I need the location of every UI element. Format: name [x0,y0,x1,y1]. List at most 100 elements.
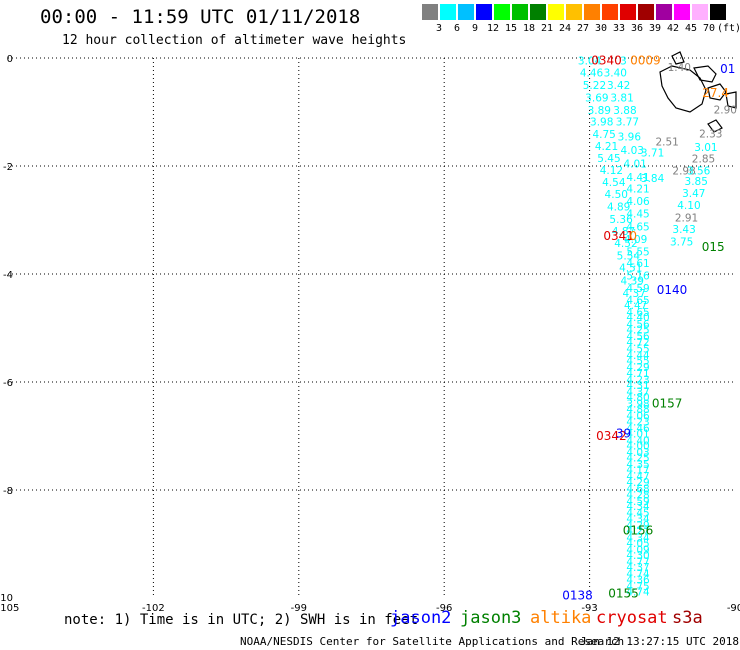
wave-height-value: 3.81 [610,92,633,104]
scale-label: 70 [702,23,716,34]
scale-swatch [422,4,438,20]
wave-height-value: 4.46 [580,68,604,80]
wave-height-value: 4.45 [626,209,649,221]
scale-swatch [566,4,582,20]
wave-height-value: 4.23 [626,374,649,386]
wave-height-value: 2.51 [655,137,678,149]
scale-swatch [458,4,474,20]
wave-height-value: 4.01 [626,428,649,440]
satellite-legend-cryosat: cryosat [596,608,668,628]
lat-tick-label: -4 [3,270,13,281]
lon-tick-label: -93 [581,603,597,614]
pass-time-label: 0009 [630,54,661,68]
scale-label: 30 [594,23,608,34]
satellite-legend-jason2: jason2 [390,608,452,628]
pass-time-label: 0340 [591,54,622,68]
wave-height-value: 4.21 [595,141,618,153]
scale-label: 24 [558,23,572,34]
wave-height-value: 3.01 [694,142,717,154]
pass-time-label: 01 [720,62,735,76]
scale-swatch [476,4,492,20]
wave-height-value: 4.65 [626,295,649,307]
wave-height-value: 4.39 [621,275,644,287]
wave-height-value: 4.72 [626,337,649,349]
wave-height-value: 4.37 [622,288,645,300]
wave-height-value: 3.77 [616,117,639,129]
scale-label: 12 [486,23,500,34]
wave-height-value: 5.55 [626,246,649,258]
scale-swatch [548,4,564,20]
wave-height-value: 4.09 [626,544,649,556]
wave-height-value: 3.56 [687,165,711,177]
wave-height-value: 3.96 [618,131,642,143]
wave-height-value: 4.34 [626,501,650,513]
wave-height-value: 4.25 [626,453,649,465]
wave-height-value: 4.03 [626,447,649,459]
scale-label: 3 [435,23,443,34]
wave-height-value: 4.28 [626,489,649,501]
wave-height-value: 4.09 [624,234,647,246]
scale-swatch [710,4,726,20]
scale-label: 45 [684,23,698,34]
wave-height-value: 4.40 [626,312,649,324]
wave-height-value: 4.46 [626,423,650,435]
footer-credit: NOAA/NESDIS Center for Satellite Applica… [240,635,625,648]
scale-label: 42 [666,23,680,34]
wave-height-value: 5.54 [617,251,641,263]
wave-height-value: 4.75 [592,129,615,141]
wave-height-value: 4.31 [626,380,649,392]
lat-tick-label: 0 [7,54,13,65]
wave-height-value: 3.04 [578,56,602,68]
wave-height-value: 4.44 [626,350,650,362]
scale-label: 9 [471,23,479,34]
pass-time-label: 0157 [652,397,683,411]
wave-height-value: 5.36 [609,214,633,226]
wave-height-value: 4.89 [607,202,630,214]
wave-height-value: 4.23 [626,416,649,428]
wave-height-value: 3 [620,56,627,68]
scale-swatch [620,4,636,20]
wave-height-value: 4.00 [626,441,649,453]
pass-time-label: 0342 [596,429,627,443]
island-outline [671,51,685,65]
scale-label: 15 [504,23,518,34]
scale-swatch [602,4,618,20]
wave-height-value: 3.89 [588,105,611,117]
pass-time-label: 0 [629,229,637,243]
pass-time-label: 0138 [562,588,593,602]
wave-height-value: 4.47 [626,471,649,483]
wave-height-value: 3.98 [590,117,613,129]
scale-label: 36 [630,23,644,34]
wave-height-value: 2.90 [714,104,737,116]
wave-height-value: 4.51 [619,263,642,275]
island-outline [659,65,707,113]
scale-swatch [638,4,654,20]
wave-height-value: 4.68 [626,483,649,495]
wave-height-value: 4.10 [677,200,700,212]
satellite-legend-jason3: jason3 [460,608,522,628]
galapagos-coastline [659,51,737,133]
wave-height-value: 4.03 [621,145,644,157]
satellite-legend-s3a: s3a [672,608,703,628]
wave-height-value: 4.37 [626,387,649,399]
wave-height-value: 3.98 [626,399,649,411]
wave-height-value: 4.88 [626,404,649,416]
scale-label: 33 [612,23,626,34]
lon-tick-label: -90 [727,603,740,614]
wave-height-value: 4.06 [626,410,650,422]
axis-tick-labels: -105 -102 -99 -96 -93 -90 0 -2 -4 -6 -8 -10 [0,54,740,614]
pass-time-label: 27.4 [702,86,729,100]
wave-height-value: 4.65 [626,307,649,319]
wave-height-value: 4.17 [626,464,649,476]
scale-label: 27 [576,23,590,34]
pass-time-label: 0155 [608,587,639,601]
wave-height-value: 3.84 [641,173,665,185]
island-outline [693,65,717,83]
wave-height-value: 4.71 [626,368,649,380]
wave-height-value: 3.69 [585,92,608,104]
scale-swatch [692,4,708,20]
island-outline [707,119,723,133]
pass-time-label: 0156 [623,524,654,538]
wave-height-value: 4.50 [605,189,628,201]
